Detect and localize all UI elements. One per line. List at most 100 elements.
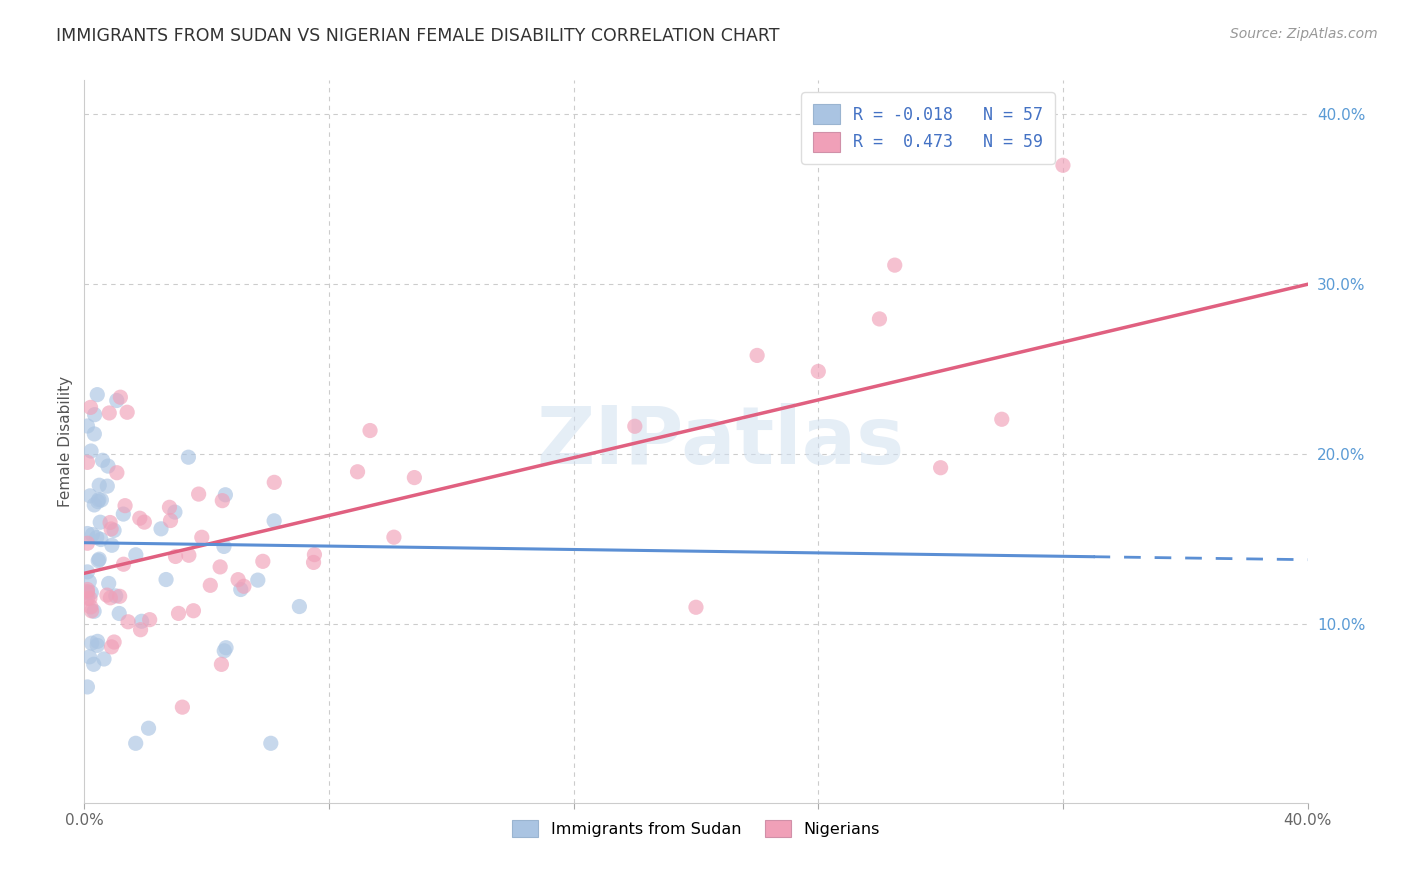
Point	[382, 530, 405, 544]
Point	[103, 635, 125, 649]
Point	[80, 636, 103, 650]
Point	[83, 408, 105, 422]
Point	[89, 515, 111, 529]
Point	[87, 494, 110, 508]
Point	[96, 479, 118, 493]
Point	[991, 412, 1014, 426]
Point	[96, 588, 118, 602]
Point	[807, 364, 830, 378]
Point	[129, 623, 152, 637]
Point	[1052, 158, 1074, 172]
Point	[83, 657, 105, 672]
Point	[76, 586, 98, 600]
Point	[624, 419, 647, 434]
Point	[232, 579, 254, 593]
Point	[80, 444, 103, 458]
Point	[80, 585, 103, 599]
Point	[252, 554, 274, 568]
Point	[97, 459, 120, 474]
Point	[86, 531, 108, 545]
Point	[187, 487, 209, 501]
Point	[90, 492, 112, 507]
Point	[80, 599, 103, 614]
Point	[76, 419, 98, 434]
Point	[125, 548, 148, 562]
Point	[91, 453, 114, 467]
Point	[215, 640, 238, 655]
Point	[165, 549, 187, 564]
Point	[76, 565, 98, 579]
Point	[212, 644, 235, 658]
Point	[211, 493, 233, 508]
Point	[214, 488, 236, 502]
Point	[89, 478, 111, 492]
Point	[159, 500, 181, 515]
Point	[167, 607, 190, 621]
Point	[76, 584, 98, 599]
Point	[115, 405, 138, 419]
Point	[86, 634, 108, 648]
Point	[79, 649, 101, 664]
Legend: Immigrants from Sudan, Nigerians: Immigrants from Sudan, Nigerians	[505, 812, 887, 846]
Point	[302, 556, 325, 570]
Point	[263, 475, 285, 490]
Point	[105, 466, 128, 480]
Point	[288, 599, 311, 614]
Point	[108, 590, 131, 604]
Point	[86, 387, 108, 401]
Point	[163, 505, 186, 519]
Point	[229, 582, 252, 597]
Point	[260, 736, 283, 750]
Point	[110, 390, 132, 404]
Point	[246, 573, 269, 587]
Point	[76, 526, 98, 541]
Point	[226, 573, 249, 587]
Point	[150, 522, 173, 536]
Point	[97, 576, 120, 591]
Point	[87, 492, 110, 507]
Text: ZIPatlas: ZIPatlas	[536, 402, 904, 481]
Point	[79, 591, 101, 606]
Point	[104, 589, 127, 603]
Point	[685, 600, 707, 615]
Point	[80, 604, 103, 618]
Point	[191, 530, 214, 544]
Point	[98, 516, 121, 530]
Point	[929, 460, 952, 475]
Point	[77, 574, 100, 589]
Point	[183, 604, 205, 618]
Text: Source: ZipAtlas.com: Source: ZipAtlas.com	[1230, 27, 1378, 41]
Point	[404, 470, 426, 484]
Point	[100, 522, 122, 536]
Point	[108, 607, 131, 621]
Point	[79, 489, 101, 503]
Point	[112, 558, 135, 572]
Y-axis label: Female Disability: Female Disability	[58, 376, 73, 508]
Point	[304, 548, 326, 562]
Point	[89, 552, 111, 566]
Point	[105, 393, 128, 408]
Point	[98, 406, 121, 420]
Point	[159, 514, 181, 528]
Point	[346, 465, 368, 479]
Point	[177, 548, 200, 562]
Point	[93, 652, 115, 666]
Point	[747, 348, 769, 362]
Point	[359, 424, 381, 438]
Point	[883, 258, 905, 272]
Point	[125, 736, 148, 750]
Point	[76, 582, 98, 597]
Point	[83, 604, 105, 618]
Point	[76, 455, 98, 469]
Point	[83, 426, 105, 441]
Point	[100, 640, 122, 654]
Point	[138, 721, 160, 735]
Point	[76, 591, 98, 606]
Point	[87, 554, 110, 568]
Point	[83, 498, 105, 512]
Point	[103, 524, 125, 538]
Point	[76, 680, 98, 694]
Point	[112, 507, 135, 521]
Point	[263, 514, 285, 528]
Point	[114, 499, 136, 513]
